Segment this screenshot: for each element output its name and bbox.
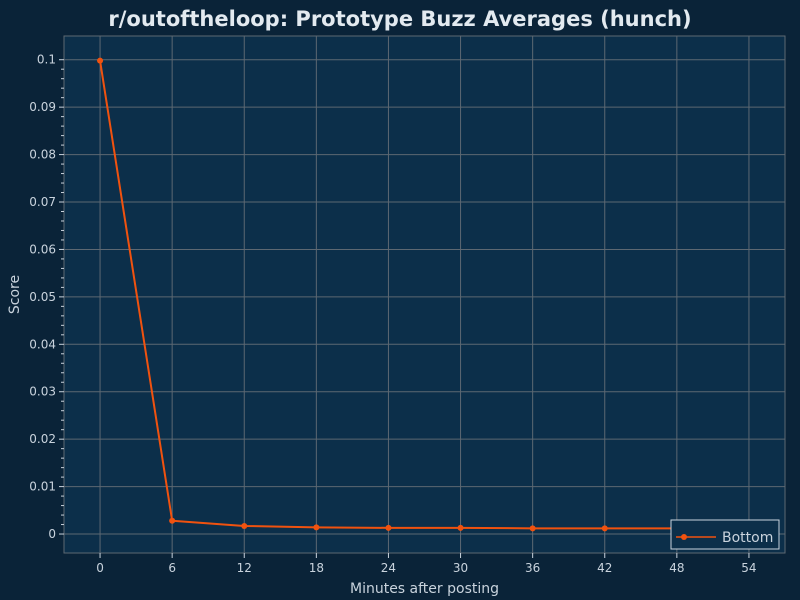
y-tick-label: 0.02 (29, 432, 56, 446)
data-point (169, 517, 176, 524)
y-tick-label: 0.03 (29, 385, 56, 399)
y-axis-label: Score (7, 275, 23, 314)
x-tick-label: 6 (168, 561, 176, 575)
legend-label: Bottom (722, 530, 773, 546)
x-tick-label: 12 (237, 561, 252, 575)
y-tick-label: 0.07 (29, 195, 56, 209)
y-tick-label: 0.1 (37, 53, 56, 67)
x-tick-label: 24 (381, 561, 396, 575)
grid-lines (64, 36, 785, 553)
x-tick-label: 48 (669, 561, 684, 575)
axis-ticks: 0 6 12 18 24 30 36 42 48 54 0 0.01 0.02 0.03 0.04 0.05 0… (29, 53, 756, 575)
legend: Bottom (670, 519, 780, 550)
x-tick-label: 42 (597, 561, 612, 575)
x-tick-label: 18 (309, 561, 324, 575)
x-tick-label: 0 (96, 561, 104, 575)
y-tick-label: 0.08 (29, 148, 56, 162)
x-axis-label: Minutes after posting (350, 581, 499, 597)
x-tick-label: 30 (453, 561, 468, 575)
data-point (529, 525, 536, 532)
x-tick-label: 54 (741, 561, 756, 575)
data-point (457, 524, 464, 531)
plot-frame (63, 35, 786, 554)
y-tick-label: 0 (48, 527, 56, 541)
plot-area (64, 36, 785, 553)
data-point (601, 525, 608, 532)
data-point (241, 522, 248, 529)
legend-box (670, 519, 780, 550)
y-tick-label: 0.05 (29, 290, 56, 304)
data-point (385, 524, 392, 531)
y-tick-label: 0.01 (29, 480, 56, 494)
data-point (97, 57, 104, 64)
y-tick-label: 0.04 (29, 337, 56, 351)
legend-marker (681, 534, 687, 540)
y-tick-label: 0.06 (29, 242, 56, 256)
data-point (313, 524, 320, 531)
x-tick-label: 36 (525, 561, 540, 575)
y-tick-label: 0.09 (29, 100, 56, 114)
chart-title: r/outoftheloop: Prototype Buzz Averages … (108, 7, 691, 31)
